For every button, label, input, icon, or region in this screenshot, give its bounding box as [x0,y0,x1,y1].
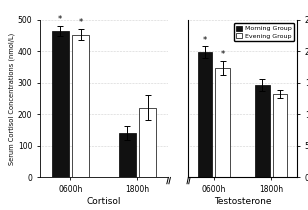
Text: *: * [79,18,83,27]
Bar [139,108,156,177]
X-axis label: Cortisol: Cortisol [87,197,121,206]
Bar [255,85,270,177]
Text: *: * [203,35,207,45]
Bar [72,35,89,177]
Bar [216,68,230,177]
Legend: Morning Group, Evening Group: Morning Group, Evening Group [233,23,294,41]
Bar [52,31,69,177]
Y-axis label: Serum Cortisol Concentrations (nmol/L): Serum Cortisol Concentrations (nmol/L) [9,33,15,165]
X-axis label: Testosterone: Testosterone [214,197,271,206]
Bar [273,94,287,177]
Bar [198,52,212,177]
Text: *: * [221,50,225,59]
Text: *: * [58,15,62,24]
Bar [119,133,136,177]
